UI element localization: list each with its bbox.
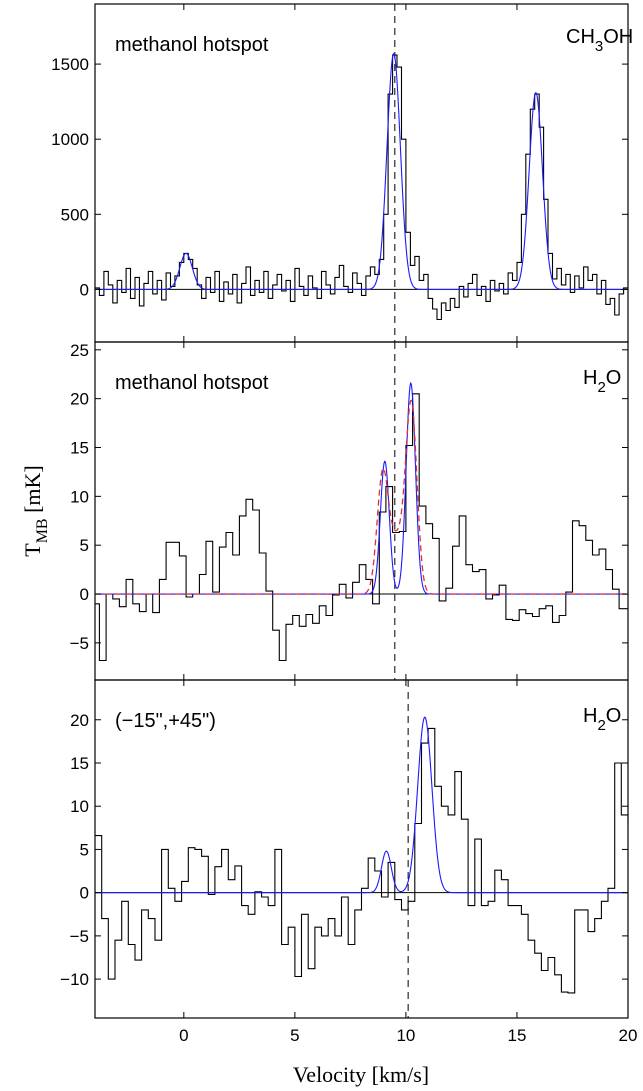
panel-top-y-tick-label: 1500: [51, 55, 89, 74]
panel-bottom-x-tick-label: 15: [507, 1026, 526, 1045]
panel-top-y-tick-label: 0: [80, 280, 89, 299]
panel-top-y-tick-label: 1000: [51, 130, 89, 149]
panel-middle: −5 0 5 10 15 20 25: [70, 341, 629, 680]
y-axis-title: TMB [mK]: [20, 465, 51, 557]
panel-bottom-y-tick-label: 10: [70, 797, 89, 816]
panel-top-fit-curve: [95, 52, 628, 290]
panel-bottom-y-tick-label: 0: [80, 884, 89, 903]
panel-bottom-y-tick-label: 5: [80, 840, 89, 859]
panel-middle-label: methanol hotspot: [115, 372, 269, 394]
panel-bottom-fit-curve: [95, 716, 628, 894]
panel-middle-y-tick-label: 0: [80, 585, 89, 604]
panel-middle-observed-spectrum: [95, 393, 628, 662]
panel-bottom: −10 −5 0 5 10 15 20 0 5 10 15 20: [60, 680, 637, 1045]
panel-top-label: methanol hotspot: [115, 34, 269, 56]
panel-bottom-y-tick-label: −10: [60, 970, 89, 989]
panel-middle-y-tick-label: 5: [80, 536, 89, 555]
panel-top: 0 500 1000 1500: [51, 4, 629, 342]
panel-middle-y-tick-label: 25: [70, 341, 89, 360]
panel-bottom-x-tick-label: 20: [619, 1026, 638, 1045]
panel-bottom-y-tick-label: 15: [70, 754, 89, 773]
panel-bottom-label: (−15",+45"): [115, 710, 216, 732]
panel-middle-species: H2O: [583, 367, 621, 396]
panel-bottom-x-tick-label: 5: [290, 1026, 299, 1045]
panel-bottom-species: H2O: [583, 705, 621, 734]
panel-middle-y-tick-label: 10: [70, 487, 89, 506]
panel-middle-y-tick-label: 20: [70, 390, 89, 409]
panel-middle-y-tick-label: 15: [70, 439, 89, 458]
panel-bottom-observed-spectrum: [95, 727, 628, 994]
panel-top-observed-spectrum: [95, 54, 628, 321]
panel-middle-fit-curve: [95, 381, 628, 595]
x-axis-title: Velocity [km/s]: [293, 1062, 429, 1087]
panel-bottom-y-tick-label: −5: [70, 927, 89, 946]
panel-top-species: CH3OH: [566, 26, 633, 55]
panel-bottom-x-tick-label: 0: [179, 1026, 188, 1045]
panel-bottom-y-tick-label: 20: [70, 711, 89, 730]
panel-top-y-tick-label: 500: [61, 205, 89, 224]
panel-bottom-x-tick-label: 10: [396, 1026, 415, 1045]
panel-middle-y-tick-label: −5: [70, 634, 89, 653]
